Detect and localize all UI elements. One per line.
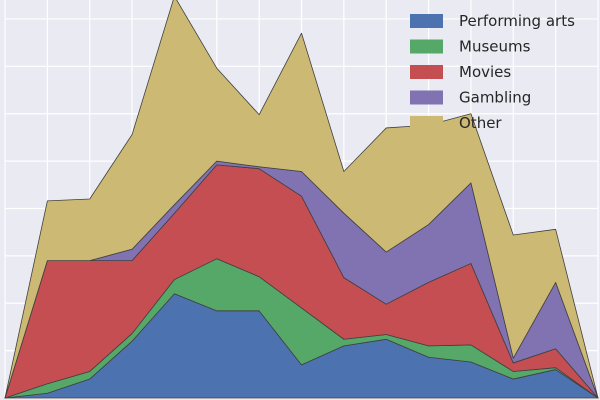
legend: Performing arts Museums Movies Gambling Othe…	[410, 12, 575, 132]
legend-label-2: Movies	[459, 63, 511, 81]
legend-swatch-2	[410, 65, 443, 79]
legend-label-4: Other	[459, 114, 502, 132]
legend-label-1: Museums	[459, 38, 531, 56]
legend-swatch-1	[410, 39, 443, 54]
legend-label-3: Gambling	[459, 89, 531, 107]
area-other	[4, 0, 599, 399]
legend-swatch-0	[410, 14, 443, 28]
legend-label-0: Performing arts	[459, 12, 575, 30]
legend-swatch-3	[410, 90, 443, 105]
area-series	[4, 0, 599, 399]
legend-swatch-4	[410, 116, 443, 130]
